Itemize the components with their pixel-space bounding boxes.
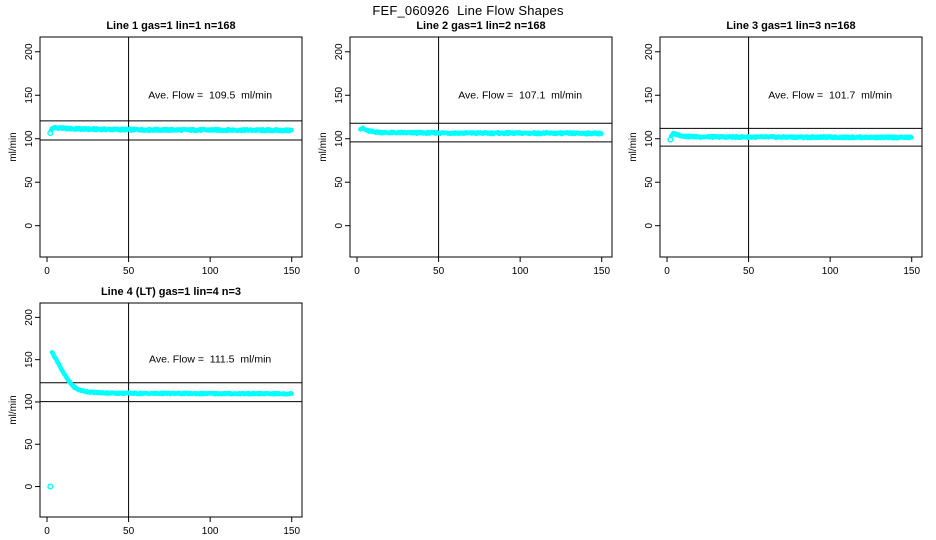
y-axis-label: ml/min [318,132,329,161]
y-tick-label: 100 [24,130,35,147]
ave-flow-annotation: Ave. Flow = 111.5 ml/min [149,354,271,366]
y-tick-label: 150 [334,86,345,103]
data-points [47,350,294,490]
plot-box [39,36,303,258]
y-tick-label: 150 [644,86,655,103]
data-points [358,125,604,137]
x-tick-label: 150 [903,266,920,277]
y-tick-label: 0 [24,483,35,489]
x-tick-label: 0 [354,266,360,277]
y-tick-label: 0 [334,222,345,228]
y-axis-label: ml/min [628,132,639,161]
x-tick-label: 0 [44,526,50,537]
outlier-point [47,483,54,490]
y-tick-label: 50 [24,438,35,450]
y-tick-label: 100 [24,393,35,410]
y-tick-label: 200 [24,309,35,326]
x-tick-label: 150 [283,266,300,277]
x-tick-label: 50 [123,526,135,537]
data-points [667,131,914,143]
x-tick-label: 50 [743,266,755,277]
x-tick-label: 50 [433,266,445,277]
x-tick-label: 100 [512,266,529,277]
y-axis-label: ml/min [8,395,19,424]
x-tick-label: 100 [202,526,219,537]
panel-title: Line 3 gas=1 lin=3 n=168 [726,20,855,32]
y-tick-label: 0 [24,222,35,228]
ave-flow-annotation: Ave. Flow = 107.1 ml/min [458,89,582,101]
y-tick-label: 200 [24,43,35,60]
y-tick-label: 200 [644,43,655,60]
x-tick-label: 150 [283,526,300,537]
outlier-point [667,136,674,143]
x-tick-label: 100 [202,266,219,277]
x-tick-label: 150 [593,266,610,277]
plot-box [349,36,613,258]
y-axis-label: ml/min [8,132,19,161]
x-tick-label: 50 [123,266,135,277]
x-tick-label: 0 [664,266,670,277]
outlier-point [47,130,54,137]
ave-flow-annotation: Ave. Flow = 109.5 ml/min [148,89,272,101]
panel-3: 0 50 100 150 0 50 100 150 200 ml/min Line 3 gas=1 … [628,20,923,277]
y-tick-label: 0 [644,222,655,228]
plot-box [659,36,923,258]
panel-title: Line 1 gas=1 lin=1 n=168 [106,20,235,32]
y-tick-label: 200 [334,43,345,60]
panel-title: Line 2 gas=1 lin=2 n=168 [416,20,545,32]
plot-box [39,302,303,518]
panel-2: 0 50 100 150 0 50 100 150 200 ml/min Line 2 gas=1 … [318,20,613,277]
y-tick-label: 50 [644,176,655,188]
y-tick-label: 150 [24,351,35,368]
ave-flow-annotation: Ave. Flow = 101.7 ml/min [768,89,892,101]
figure-title: FEF_060926 Line Flow Shapes [372,3,564,18]
data-points [47,124,294,137]
x-tick-label: 0 [44,266,50,277]
panel-1: 0 50 100 150 0 50 100 150 200 ml/min Line 1 gas=1 … [8,20,303,277]
y-tick-label: 100 [334,130,345,147]
x-tick-label: 100 [822,266,839,277]
panel-4: 0 50 100 150 0 50 100 150 200 ml/min Line 4 (LT) g… [8,286,303,537]
y-tick-label: 150 [24,86,35,103]
y-tick-label: 50 [334,176,345,188]
y-tick-label: 50 [24,176,35,188]
y-tick-label: 100 [644,130,655,147]
panel-title: Line 4 (LT) gas=1 lin=4 n=3 [101,286,241,298]
